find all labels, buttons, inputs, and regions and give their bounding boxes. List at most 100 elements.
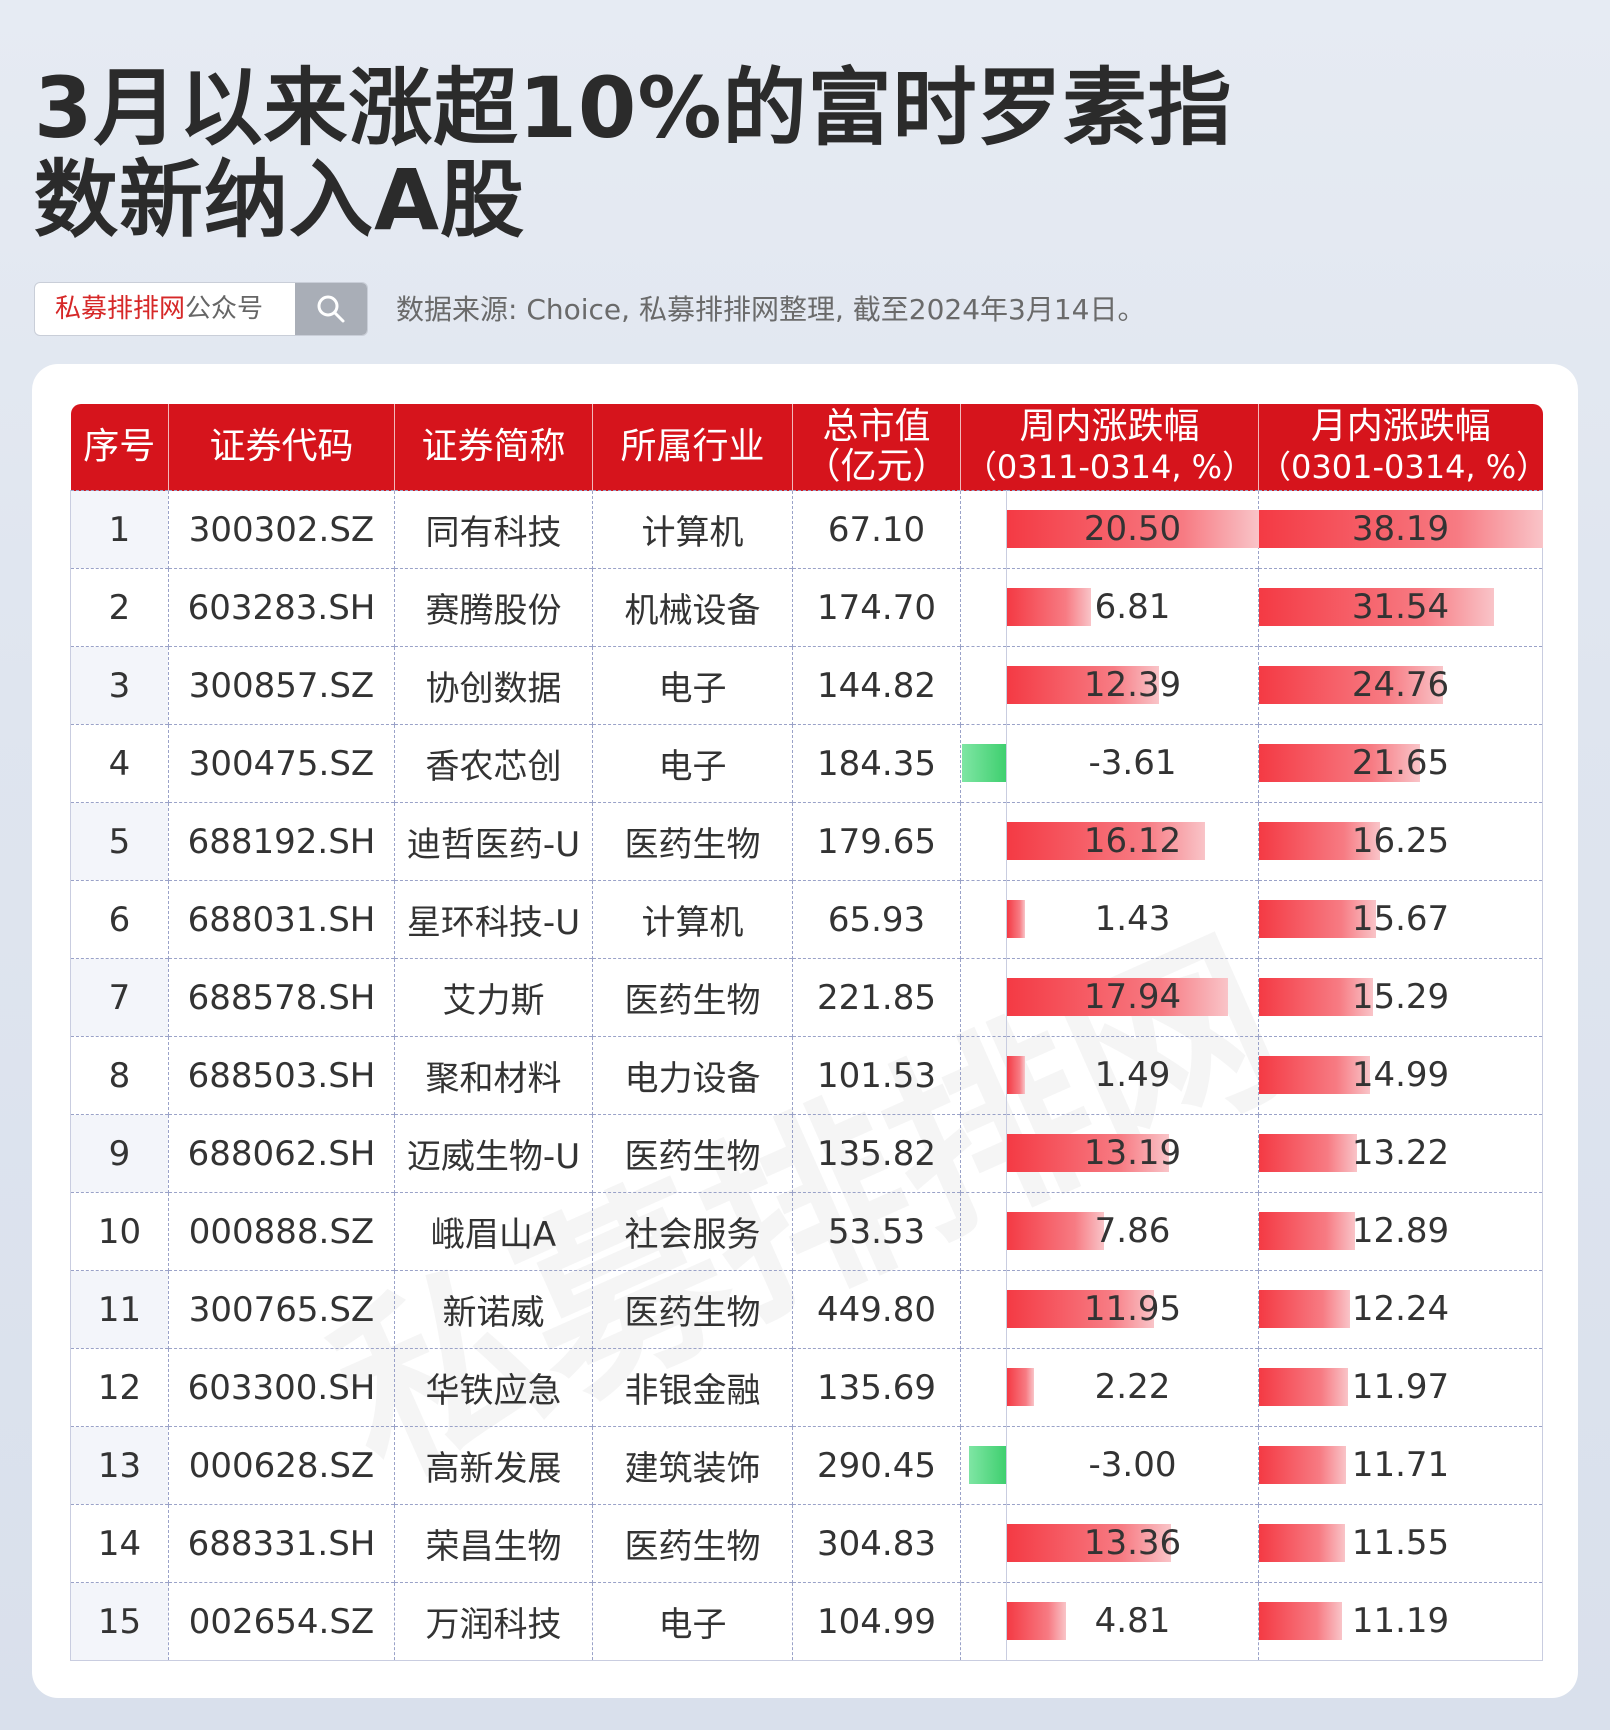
cell-week-change: 1.49	[1006, 1036, 1259, 1115]
month-value: 15.29	[1351, 977, 1450, 1017]
cell-mcap: 53.53	[792, 1192, 961, 1271]
cell-mcap: 67.10	[792, 490, 961, 569]
cell-week-change: 6.81	[1006, 568, 1259, 647]
header-week-change: 周内涨跌幅 （0311-0314, %）	[960, 404, 1259, 491]
cell-seq: 1	[70, 490, 169, 569]
cell-mcap: 174.70	[792, 568, 961, 647]
month-value: 11.97	[1351, 1367, 1450, 1407]
month-value: 13.22	[1351, 1133, 1450, 1173]
month-bar	[1259, 1446, 1347, 1484]
cell-industry: 医药生物	[592, 802, 793, 881]
table-row: 15 002654.SZ 万润科技 电子 104.99 4.81 11.19	[70, 1582, 1543, 1661]
week-value: 11.95	[1083, 1289, 1182, 1329]
cell-seq: 10	[70, 1192, 169, 1271]
header-mcap: 总市值 （亿元）	[792, 404, 961, 491]
week-bar-negative	[962, 744, 1006, 782]
cell-code: 688503.SH	[168, 1036, 395, 1115]
cell-seq: 9	[70, 1114, 169, 1193]
week-bar	[1007, 1524, 1172, 1562]
month-value: 11.19	[1351, 1601, 1450, 1641]
header-month-line2: （0301-0314, %）	[1259, 448, 1549, 486]
cell-mcap: 304.83	[792, 1504, 961, 1583]
cell-mcap: 221.85	[792, 958, 961, 1037]
week-bar	[1007, 978, 1228, 1016]
cell-mcap: 449.80	[792, 1270, 961, 1349]
month-bar	[1259, 1212, 1355, 1250]
cell-week-negative-bar	[960, 802, 1007, 881]
cell-name: 聚和材料	[394, 1036, 593, 1115]
cell-code: 603283.SH	[168, 568, 395, 647]
cell-industry: 机械设备	[592, 568, 793, 647]
week-value: 20.50	[1083, 509, 1182, 549]
cell-week-change: 17.94	[1006, 958, 1259, 1037]
month-value: 11.71	[1351, 1445, 1450, 1485]
cell-mcap: 135.82	[792, 1114, 961, 1193]
week-bar	[1007, 1212, 1104, 1250]
month-value: 12.24	[1351, 1289, 1450, 1329]
cell-mcap: 290.45	[792, 1426, 961, 1505]
week-bar	[1007, 1290, 1154, 1328]
page-title: 3月以来涨超10%的富时罗素指数新纳入A股	[34, 59, 1233, 249]
cell-seq: 3	[70, 646, 169, 725]
month-value: 38.19	[1351, 509, 1450, 549]
table-row: 13 000628.SZ 高新发展 建筑装饰 290.45 -3.00 11.71	[70, 1426, 1543, 1505]
cell-month-change: 38.19	[1258, 490, 1543, 569]
table-row: 7 688578.SH 艾力斯 医药生物 221.85 17.94 15.29	[70, 958, 1543, 1037]
cell-week-change: -3.61	[1006, 724, 1259, 803]
cell-week-change: 16.12	[1006, 802, 1259, 881]
cell-week-negative-bar	[960, 1348, 1007, 1427]
week-bar	[1007, 1368, 1035, 1406]
data-source-note: 数据来源: Choice, 私募排排网整理, 截至2024年3月14日。	[396, 293, 1146, 326]
cell-week-negative-bar	[960, 490, 1007, 569]
cell-seq: 15	[70, 1582, 169, 1661]
week-bar	[1007, 1134, 1170, 1172]
cell-week-negative-bar	[960, 880, 1007, 959]
cell-industry: 计算机	[592, 490, 793, 569]
search-icon	[317, 295, 345, 323]
cell-mcap: 135.69	[792, 1348, 961, 1427]
header-month-line1: 月内涨跌幅	[1310, 406, 1491, 447]
cell-week-change: 13.19	[1006, 1114, 1259, 1193]
cell-week-change: 7.86	[1006, 1192, 1259, 1271]
cell-week-negative-bar	[960, 1582, 1007, 1661]
cell-week-change: 12.39	[1006, 646, 1259, 725]
week-value: -3.00	[1088, 1445, 1177, 1485]
cell-month-change: 31.54	[1258, 568, 1543, 647]
month-bar	[1259, 1602, 1343, 1640]
cell-mcap: 65.93	[792, 880, 961, 959]
cell-month-change: 11.19	[1258, 1582, 1543, 1661]
cell-week-negative-bar	[960, 1036, 1007, 1115]
table-row: 3 300857.SZ 协创数据 电子 144.82 12.39 24.76	[70, 646, 1543, 725]
table-row: 6 688031.SH 星环科技-U 计算机 65.93 1.43 15.67	[70, 880, 1543, 959]
cell-code: 300302.SZ	[168, 490, 395, 569]
table-row: 14 688331.SH 荣昌生物 医药生物 304.83 13.36 11.55	[70, 1504, 1543, 1583]
cell-seq: 12	[70, 1348, 169, 1427]
cell-month-change: 14.99	[1258, 1036, 1543, 1115]
stock-table: 序号 证券代码 证券简称 所属行业 总市值 （亿元） 周内涨跌幅 （0311-031…	[70, 404, 1549, 1661]
cell-name: 同有科技	[394, 490, 593, 569]
cell-industry: 电子	[592, 1582, 793, 1661]
search-box[interactable]: 私募排排网公众号	[34, 282, 368, 336]
cell-seq: 8	[70, 1036, 169, 1115]
cell-industry: 电子	[592, 724, 793, 803]
cell-month-change: 15.67	[1258, 880, 1543, 959]
cell-code: 688031.SH	[168, 880, 395, 959]
cell-month-change: 12.24	[1258, 1270, 1543, 1349]
month-value: 15.67	[1351, 899, 1450, 939]
search-button[interactable]	[295, 283, 367, 335]
cell-week-negative-bar	[960, 1114, 1007, 1193]
cell-seq: 6	[70, 880, 169, 959]
cell-week-negative-bar	[960, 1192, 1007, 1271]
week-bar	[1007, 588, 1091, 626]
cell-week-negative-bar	[960, 1504, 1007, 1583]
week-bar-negative	[969, 1446, 1006, 1484]
month-bar	[1259, 1368, 1348, 1406]
cell-name: 星环科技-U	[394, 880, 593, 959]
cell-code: 000628.SZ	[168, 1426, 395, 1505]
table-row: 2 603283.SH 赛腾股份 机械设备 174.70 6.81 31.54	[70, 568, 1543, 647]
cell-month-change: 21.65	[1258, 724, 1543, 803]
month-value: 31.54	[1351, 587, 1450, 627]
cell-name: 协创数据	[394, 646, 593, 725]
table-row: 5 688192.SH 迪哲医药-U 医药生物 179.65 16.12 16.25	[70, 802, 1543, 881]
cell-code: 688062.SH	[168, 1114, 395, 1193]
